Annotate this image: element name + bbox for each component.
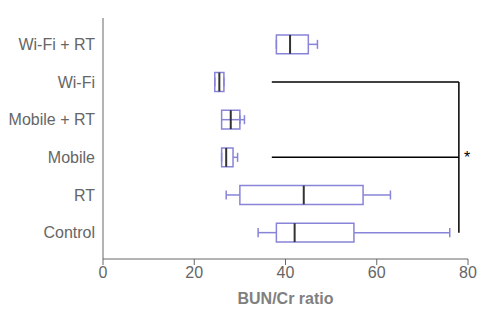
svg-text:80: 80 — [459, 264, 477, 281]
svg-text:RT: RT — [74, 187, 95, 204]
svg-text:*: * — [464, 149, 470, 166]
svg-text:Wi-Fi + RT: Wi-Fi + RT — [18, 36, 95, 53]
svg-text:Mobile: Mobile — [48, 149, 95, 166]
svg-text:60: 60 — [368, 264, 386, 281]
svg-text:Wi-Fi: Wi-Fi — [58, 74, 95, 91]
svg-text:Mobile + RT: Mobile + RT — [9, 111, 96, 128]
svg-text:40: 40 — [277, 264, 295, 281]
svg-text:20: 20 — [185, 264, 203, 281]
svg-text:BUN/Cr ratio: BUN/Cr ratio — [237, 290, 333, 307]
svg-text:0: 0 — [99, 264, 108, 281]
svg-text:Control: Control — [43, 224, 95, 241]
